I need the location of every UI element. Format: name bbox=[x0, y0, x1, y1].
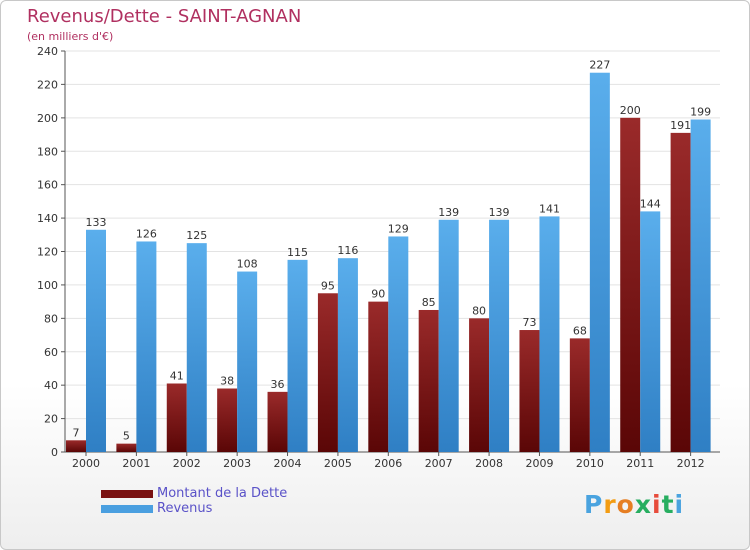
data-label-dette: 7 bbox=[73, 426, 80, 439]
bar-dette bbox=[368, 301, 389, 452]
bar-dette bbox=[469, 318, 490, 452]
data-label-revenus: 227 bbox=[589, 59, 610, 72]
data-label-revenus: 116 bbox=[337, 244, 358, 257]
bar-revenus bbox=[86, 229, 106, 452]
y-tick-label: 240 bbox=[37, 45, 58, 58]
bar-revenus bbox=[337, 258, 358, 452]
bar-revenus bbox=[539, 216, 560, 452]
bar-dette bbox=[66, 440, 86, 452]
data-label-dette: 200 bbox=[620, 104, 641, 117]
bar-revenus bbox=[438, 219, 459, 452]
bar-dette bbox=[116, 443, 137, 452]
data-label-dette: 85 bbox=[422, 296, 436, 309]
data-label-dette: 90 bbox=[371, 288, 385, 301]
data-label-dette: 36 bbox=[271, 378, 285, 391]
proxiti-logo: Proxiti bbox=[584, 490, 684, 519]
y-tick-label: 40 bbox=[44, 379, 58, 392]
legend-swatch-revenus bbox=[101, 505, 153, 513]
data-label-revenus: 144 bbox=[640, 197, 661, 210]
bar-revenus bbox=[640, 211, 661, 452]
logo-letter: o bbox=[616, 490, 635, 519]
bar-revenus bbox=[489, 219, 510, 452]
data-label-revenus: 115 bbox=[287, 246, 308, 259]
x-tick-label: 2010 bbox=[576, 457, 604, 470]
x-tick-label: 2006 bbox=[374, 457, 402, 470]
data-label-revenus: 129 bbox=[388, 222, 409, 235]
data-label-dette: 191 bbox=[670, 119, 691, 132]
x-tick-label: 2000 bbox=[72, 457, 100, 470]
data-label-revenus: 141 bbox=[539, 202, 560, 215]
chart-subtitle: (en milliers d'€) bbox=[27, 30, 114, 43]
data-label-dette: 80 bbox=[472, 304, 486, 317]
y-tick-label: 0 bbox=[51, 446, 58, 459]
logo-letter: P bbox=[584, 490, 604, 519]
logo-letter: i bbox=[652, 490, 662, 519]
bar-revenus bbox=[237, 271, 258, 452]
y-tick-label: 160 bbox=[37, 179, 58, 192]
bar-dette bbox=[569, 338, 590, 452]
chart-title: Revenus/Dette - SAINT-AGNAN bbox=[27, 6, 302, 27]
x-tick-label: 2001 bbox=[122, 457, 150, 470]
logo-letter: i bbox=[674, 490, 685, 519]
bar-revenus bbox=[589, 72, 610, 453]
legend-label-dette: Montant de la Dette bbox=[157, 486, 288, 501]
x-tick-label: 2011 bbox=[626, 457, 654, 470]
y-tick-label: 120 bbox=[37, 246, 58, 259]
y-tick-label: 180 bbox=[37, 145, 58, 158]
logo-letter: t bbox=[661, 490, 675, 519]
data-label-revenus: 133 bbox=[86, 216, 107, 229]
bar-dette bbox=[166, 383, 187, 452]
logo-letter: x bbox=[634, 490, 652, 519]
data-label-revenus: 139 bbox=[438, 206, 459, 219]
x-tick-label: 2005 bbox=[324, 457, 352, 470]
bar-dette bbox=[267, 391, 288, 452]
data-label-revenus: 139 bbox=[489, 206, 510, 219]
legend-swatch-dette bbox=[101, 490, 153, 498]
x-tick-label: 2009 bbox=[525, 457, 553, 470]
data-label-dette: 5 bbox=[123, 430, 130, 443]
bar-dette bbox=[620, 117, 641, 452]
logo-letter: r bbox=[603, 490, 617, 519]
y-tick-label: 60 bbox=[44, 346, 58, 359]
x-tick-label: 2003 bbox=[223, 457, 251, 470]
data-label-dette: 95 bbox=[321, 279, 335, 292]
y-tick-label: 20 bbox=[44, 413, 58, 426]
x-tick-label: 2008 bbox=[475, 457, 503, 470]
bar-revenus bbox=[136, 241, 157, 452]
bar-dette bbox=[217, 388, 238, 452]
y-tick-label: 140 bbox=[37, 212, 58, 225]
y-tick-label: 220 bbox=[37, 78, 58, 91]
bar-revenus bbox=[186, 243, 207, 452]
data-label-revenus: 108 bbox=[237, 258, 258, 271]
data-label-revenus: 126 bbox=[136, 227, 157, 240]
data-label-dette: 68 bbox=[573, 324, 587, 337]
legend-label-revenus: Revenus bbox=[157, 501, 213, 516]
data-label-revenus: 125 bbox=[186, 229, 207, 242]
x-tick-label: 2004 bbox=[274, 457, 302, 470]
x-tick-label: 2012 bbox=[677, 457, 705, 470]
data-label-dette: 38 bbox=[220, 375, 234, 388]
x-tick-label: 2002 bbox=[173, 457, 201, 470]
data-label-dette: 41 bbox=[170, 369, 184, 382]
y-tick-label: 80 bbox=[44, 312, 58, 325]
y-tick-label: 100 bbox=[37, 279, 58, 292]
bar-dette bbox=[317, 293, 338, 452]
data-label-revenus: 199 bbox=[690, 106, 711, 119]
x-tick-label: 2007 bbox=[425, 457, 453, 470]
data-label-dette: 73 bbox=[522, 316, 536, 329]
bar-dette bbox=[670, 132, 691, 452]
bar-revenus bbox=[690, 119, 711, 453]
bar-dette bbox=[418, 309, 439, 452]
bar-dette bbox=[519, 330, 540, 452]
y-tick-label: 200 bbox=[37, 112, 58, 125]
bar-revenus bbox=[388, 236, 409, 452]
bar-revenus bbox=[287, 259, 308, 452]
